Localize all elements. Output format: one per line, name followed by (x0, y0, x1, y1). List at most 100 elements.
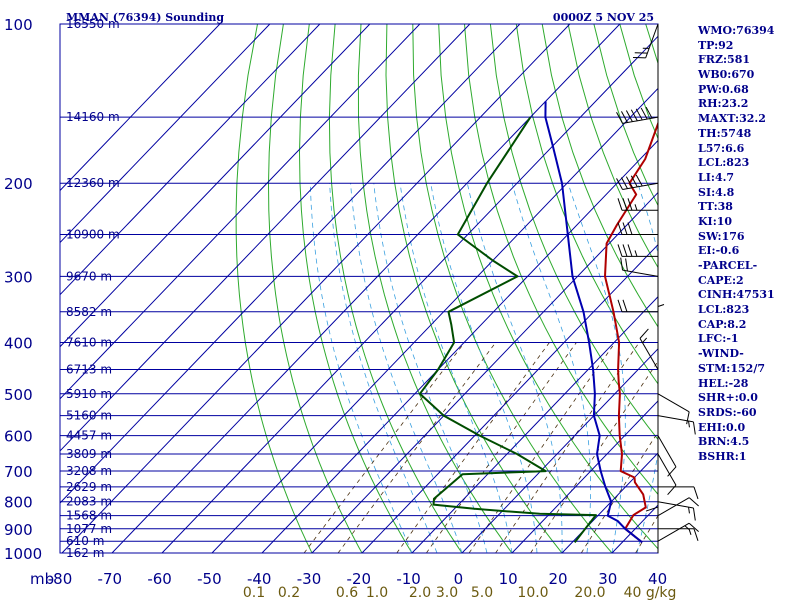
barb-flag (622, 198, 628, 211)
temperature-tick-label: -80 (48, 570, 73, 588)
temperature-tick-label: -70 (98, 570, 123, 588)
isotherm-line (60, 24, 371, 348)
pressure-tick-label: 700 (4, 463, 33, 481)
temperature-tick-label: 0 (454, 570, 464, 588)
barb-flag (639, 328, 649, 339)
index-line: CINH:47531 (698, 288, 775, 302)
wind-barb (657, 415, 696, 435)
height-label: 14160 m (66, 110, 120, 124)
pressure-tick-label: 1000 (4, 545, 42, 563)
wind-barb (657, 497, 699, 517)
height-label: 2083 m (66, 495, 112, 509)
index-line: LCL:823 (698, 156, 750, 170)
barb-flag (625, 176, 633, 188)
pressure-tick-label: 800 (4, 494, 33, 512)
index-line: -PARCEL- (698, 259, 758, 272)
barb-flag (645, 506, 659, 512)
height-label: 7610 m (66, 336, 112, 350)
height-label: 8582 m (66, 305, 112, 319)
barb-staff (657, 435, 677, 468)
barb-half-flag (684, 525, 690, 531)
height-label: 3208 m (66, 464, 112, 478)
mixing-ratio-label: 0.6 (336, 585, 358, 600)
index-line: MAXT:32.2 (698, 112, 766, 126)
mixing-ratio-label: 40 g/kg (624, 585, 677, 600)
index-line: EHI:0.0 (698, 420, 746, 434)
temperature-profile (604, 120, 658, 544)
isotherm-line (361, 243, 658, 553)
barb-flag (688, 497, 699, 507)
barb-half-flag (642, 337, 648, 344)
isotherm-line (60, 24, 521, 504)
barb-flag (617, 299, 623, 312)
height-label: 162 m (66, 546, 104, 560)
height-label: 10900 m (66, 228, 120, 242)
barb-flag (621, 111, 628, 123)
index-line: LFC:-1 (698, 332, 739, 346)
index-line: TH:5748 (698, 126, 752, 140)
barb-staff (622, 269, 659, 277)
wind-barb (616, 106, 659, 124)
barb-flag (621, 177, 628, 189)
barb-half-flag (634, 204, 638, 211)
barb-flag (627, 244, 633, 257)
mixing-ratio-label: 20.0 (574, 585, 605, 600)
index-line: EI:-0.6 (698, 244, 740, 258)
index-line: BRN:4.5 (698, 435, 750, 449)
isotherms (60, 24, 658, 553)
index-line: SHR+:0.0 (698, 391, 758, 405)
wind-barbs (616, 23, 699, 553)
index-line: LCL:823 (698, 303, 750, 317)
mixing-ratio-label: 1.0 (366, 585, 388, 600)
temperature-tick-label: 30 (598, 570, 617, 588)
barb-flag (693, 528, 699, 541)
barb-staff (657, 453, 677, 486)
height-label: 5910 m (66, 387, 112, 401)
height-label: 12360 m (66, 176, 120, 190)
height-label: 6713 m (66, 363, 112, 377)
index-line: KI:10 (698, 214, 733, 228)
barb-staff (657, 497, 690, 517)
index-line: PW:0.68 (698, 82, 749, 96)
barb-flag (622, 222, 628, 235)
barb-flag (625, 110, 633, 122)
wind-barb (617, 299, 658, 313)
index-line: SI:4.8 (698, 185, 735, 199)
height-label: 16550 m (66, 17, 120, 31)
barb-flag (645, 106, 653, 119)
height-label: 3809 m (66, 447, 112, 461)
isotherm-line (60, 24, 421, 400)
index-line: STM:152/7 (698, 361, 765, 375)
barb-flag (686, 411, 690, 425)
barb-flag (692, 507, 696, 521)
barb-staff (622, 182, 659, 190)
pressure-tick-label: 100 (4, 16, 33, 34)
index-line: BSHR:1 (698, 449, 747, 463)
barb-flag (635, 174, 643, 187)
pressure-tick-label: 200 (4, 175, 33, 193)
barb-half-flag (688, 420, 690, 428)
barb-flag (616, 178, 623, 190)
mixing-ratio-label: 0.2 (278, 585, 300, 600)
pressure-tick-label: 900 (4, 521, 33, 539)
temperature-tick-label: -60 (147, 570, 172, 588)
wind-barb (639, 328, 659, 370)
wind-barb (657, 435, 677, 477)
barb-staff (657, 393, 690, 413)
barb-flag (693, 486, 699, 500)
isotherm-line (60, 24, 471, 452)
wind-barb (617, 244, 658, 257)
isotherm-line (511, 400, 658, 553)
barb-flag (622, 244, 628, 257)
barb-flag (627, 198, 633, 211)
barb-staff (657, 415, 694, 423)
barb-flag (627, 222, 633, 235)
index-line: TP:92 (698, 38, 734, 52)
barb-flag (620, 257, 624, 271)
temperature-tick-label: 10 (499, 570, 518, 588)
wind-barb (658, 528, 699, 541)
barb-flag (630, 175, 638, 188)
wind-barb (633, 23, 659, 59)
barb-staff (622, 116, 659, 124)
index-line: -WIND- (698, 347, 744, 361)
